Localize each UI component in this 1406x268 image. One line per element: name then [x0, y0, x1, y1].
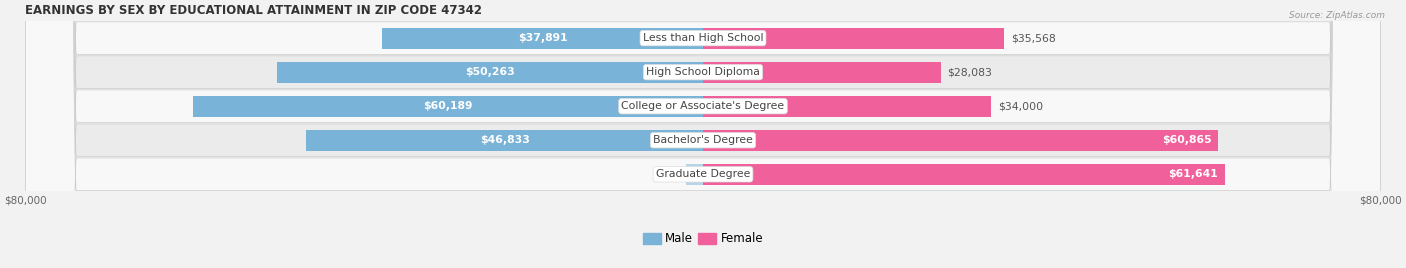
Text: $28,083: $28,083 [948, 67, 993, 77]
FancyBboxPatch shape [25, 0, 1381, 268]
Bar [307, 130, 703, 151]
Bar [703, 164, 1225, 185]
Text: $61,641: $61,641 [1168, 169, 1218, 179]
Text: College or Associate's Degree: College or Associate's Degree [621, 101, 785, 111]
Text: EARNINGS BY SEX BY EDUCATIONAL ATTAINMENT IN ZIP CODE 47342: EARNINGS BY SEX BY EDUCATIONAL ATTAINMEN… [25, 4, 482, 17]
Text: Source: ZipAtlas.com: Source: ZipAtlas.com [1289, 11, 1385, 20]
Text: $37,891: $37,891 [517, 33, 568, 43]
Text: $50,263: $50,263 [465, 67, 515, 77]
Bar [703, 130, 1219, 151]
Bar [277, 62, 703, 83]
Bar [686, 164, 703, 185]
FancyBboxPatch shape [25, 0, 1381, 268]
Text: High School Diploma: High School Diploma [647, 67, 759, 77]
Bar [382, 28, 703, 49]
Text: Graduate Degree: Graduate Degree [655, 169, 751, 179]
Bar [703, 96, 991, 117]
FancyBboxPatch shape [25, 0, 1381, 268]
Legend: Male, Female: Male, Female [638, 228, 768, 250]
Bar [703, 62, 941, 83]
FancyBboxPatch shape [25, 0, 1381, 268]
Text: $60,189: $60,189 [423, 101, 472, 111]
Text: $46,833: $46,833 [479, 135, 530, 145]
Text: Bachelor's Degree: Bachelor's Degree [652, 135, 754, 145]
Bar [703, 28, 1004, 49]
Text: $35,568: $35,568 [1011, 33, 1056, 43]
Text: $0: $0 [681, 169, 695, 179]
Text: $60,865: $60,865 [1163, 135, 1212, 145]
FancyBboxPatch shape [25, 0, 1381, 268]
Text: $34,000: $34,000 [998, 101, 1043, 111]
Bar [193, 96, 703, 117]
Text: Less than High School: Less than High School [643, 33, 763, 43]
